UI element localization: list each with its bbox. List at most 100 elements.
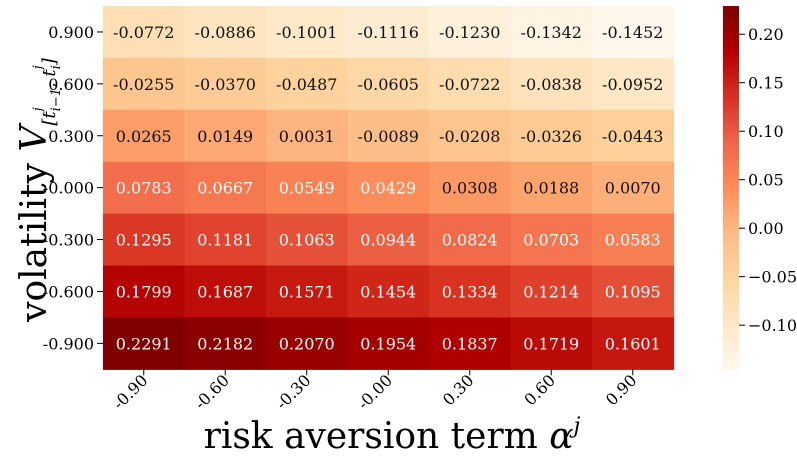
heatmap-cell — [592, 6, 675, 59]
heatmap-cell — [184, 317, 267, 370]
cell-value-label: 0.1181 — [197, 231, 253, 250]
heatmap-cell — [592, 57, 675, 111]
cell-value-label: -0.0208 — [439, 127, 500, 146]
heatmap-cell — [266, 161, 349, 215]
y-tick-label: -0.000 — [43, 179, 94, 198]
cell-value-label: -0.1116 — [358, 23, 419, 42]
y-tick-label: 0.900 — [48, 23, 94, 42]
heatmap-cell — [510, 161, 593, 215]
heatmap-cell — [510, 6, 593, 59]
cell-value-label: 0.1601 — [605, 334, 661, 353]
cell-value-label: 0.1799 — [116, 282, 172, 301]
cell-value-label: 0.0783 — [116, 179, 172, 198]
y-axis: 0.900 0.600 0.300 -0.000 -0.300 -0.600 -0.900 — [43, 23, 103, 353]
heatmap-cell — [103, 265, 186, 318]
x-tick-label: 0.60 — [520, 371, 559, 410]
x-tick-label: 0.30 — [439, 371, 478, 410]
y-tick-label: -0.300 — [43, 231, 94, 250]
colorbar-tick-label: −0.05 — [748, 268, 797, 287]
heatmap-cell — [184, 265, 267, 318]
heatmap-cell — [347, 265, 430, 318]
heatmap-cell — [103, 161, 186, 215]
cell-value-label: 0.0429 — [360, 179, 416, 198]
colorbar-tick-label: 0.00 — [748, 219, 784, 238]
cell-value-label: -0.1230 — [439, 23, 500, 42]
cell-value-label: 0.0308 — [442, 179, 498, 198]
cell-value-label: 0.0149 — [197, 127, 253, 146]
heatmap-cell — [347, 57, 430, 111]
heatmap-cell — [429, 161, 512, 215]
cell-value-label: -0.0370 — [195, 75, 256, 94]
x-axis-title: risk aversion term αj — [204, 414, 581, 457]
x-tick-label: 0.90 — [602, 371, 641, 410]
cell-value-label: 0.1687 — [197, 282, 253, 301]
cell-value-label: 0.0944 — [360, 231, 416, 250]
heatmap-cell — [184, 109, 267, 163]
cell-value-label: 0.2070 — [279, 334, 335, 353]
y-axis-title: volatility V[tj i−1, tj i] — [14, 57, 64, 323]
cell-value-label: -0.1342 — [521, 23, 582, 42]
y-tick-label: 0.600 — [48, 75, 94, 94]
heatmap-cell — [103, 6, 186, 59]
y-tick-label: 0.300 — [48, 127, 94, 146]
heatmap-cell — [429, 265, 512, 318]
cell-value-label: 0.1954 — [360, 334, 416, 353]
heatmap-cell — [103, 57, 186, 111]
heatmap-cell — [510, 213, 593, 267]
x-axis: -0.90 -0.60 -0.30 -0.00 0.30 0.60 0.90 — [109, 369, 641, 413]
x-tick-label: -0.30 — [272, 371, 314, 413]
cell-value-label: 0.0188 — [523, 179, 579, 198]
cell-value-label: -0.0722 — [439, 75, 500, 94]
cell-value-label: -0.0886 — [195, 23, 256, 42]
heatmap-cell — [429, 57, 512, 111]
heatmap-cell — [429, 6, 512, 59]
cell-value-label: -0.1452 — [602, 23, 663, 42]
cell-value-label: 0.0824 — [442, 231, 498, 250]
heatmap-cell — [266, 109, 349, 163]
cell-value-label: 0.1454 — [360, 282, 416, 301]
cell-value-label: -0.0255 — [113, 75, 174, 94]
colorbar-gradient — [723, 6, 739, 369]
heatmap-cell — [592, 317, 675, 370]
cell-value-label: -0.0838 — [521, 75, 582, 94]
heatmap-cell — [592, 213, 675, 267]
x-tick-label: -0.60 — [191, 371, 233, 413]
cell-value-label: 0.1214 — [523, 282, 579, 301]
heatmap-cell — [184, 213, 267, 267]
heatmap-cell — [266, 6, 349, 59]
heatmap-cell — [510, 109, 593, 163]
cell-value-label: -0.0605 — [358, 75, 419, 94]
heatmap-cell — [103, 317, 186, 370]
heatmap-cell — [592, 109, 675, 163]
heatmap-cell — [347, 6, 430, 59]
heatmap-cell — [184, 6, 267, 59]
colorbar-tick-label: 0.15 — [748, 74, 784, 93]
colorbar-tick-label: −0.10 — [748, 316, 797, 335]
cell-value-label: 0.1719 — [523, 334, 579, 353]
heatmap-cell — [510, 317, 593, 370]
heatmap-cell — [266, 265, 349, 318]
heatmap-cell — [429, 109, 512, 163]
y-tick-label: -0.900 — [43, 334, 94, 353]
heatmap-cell — [347, 213, 430, 267]
heatmap-cell — [266, 213, 349, 267]
heatmap-cell — [266, 317, 349, 370]
cell-value-label: 0.2182 — [197, 334, 253, 353]
heatmap-cells — [103, 6, 675, 370]
cell-value-label: -0.0326 — [521, 127, 582, 146]
cell-value-label: 0.0667 — [197, 179, 253, 198]
heatmap-cell — [347, 317, 430, 370]
cell-value-label: -0.0089 — [358, 127, 419, 146]
cell-value-label: 0.1095 — [605, 282, 661, 301]
cell-value-label: 0.0070 — [605, 179, 661, 198]
heatmap-cell — [184, 57, 267, 111]
x-tick-label: -0.90 — [109, 371, 151, 413]
cell-value-label: -0.0772 — [113, 23, 174, 42]
heatmap-cell — [347, 161, 430, 215]
heatmap-cell — [510, 57, 593, 111]
colorbar-tick-label: 0.05 — [748, 171, 784, 190]
heatmap-cell — [103, 213, 186, 267]
heatmap-cell — [592, 161, 675, 215]
cell-value-label: 0.0703 — [523, 231, 579, 250]
